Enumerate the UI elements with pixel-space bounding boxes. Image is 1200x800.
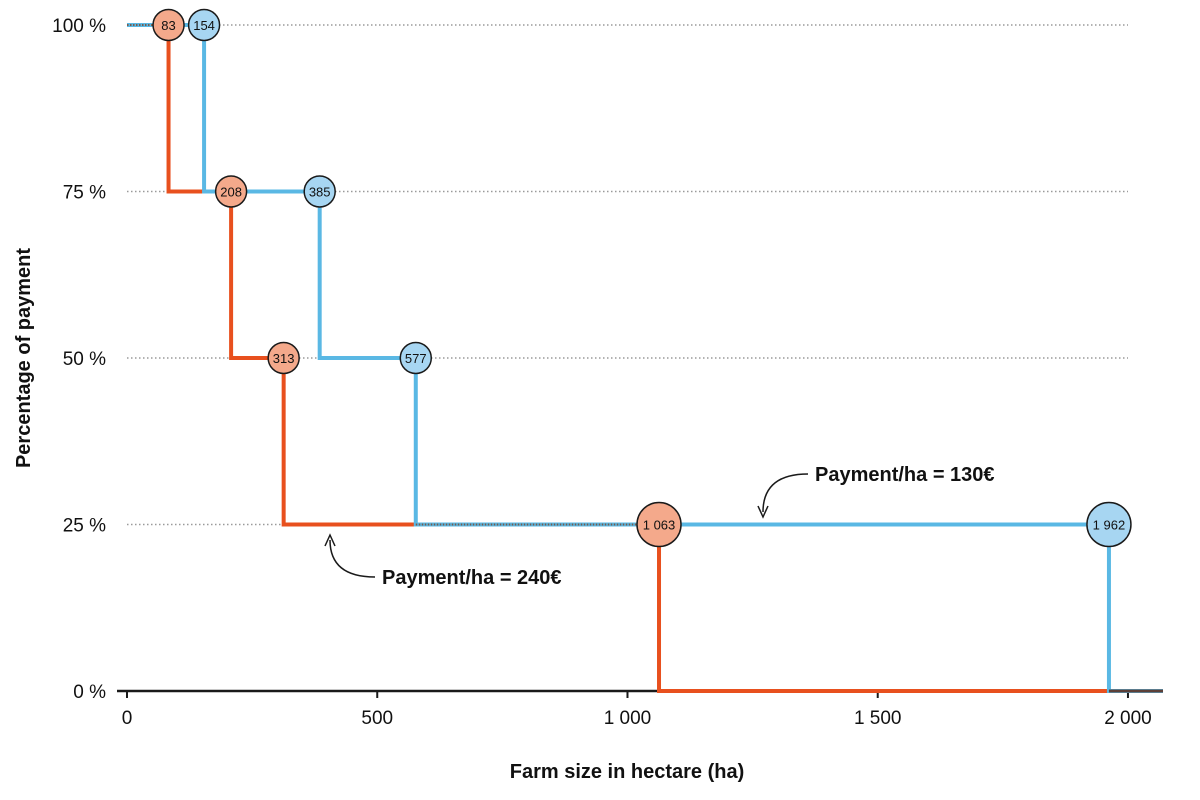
step-marker-label: 83 [161, 18, 175, 33]
x-tick-label: 500 [361, 708, 393, 729]
annotation-label: Payment/ha = 130€ [815, 464, 995, 486]
step-markers: 83 208 313 1 063 154 385 577 1 962 [152, 8, 1132, 548]
step-marker-label: 385 [309, 185, 331, 200]
y-axis: 0 % 25 % 50 % 75 % 100 % [52, 16, 106, 703]
x-tick-label: 2 000 [1104, 708, 1152, 729]
step-marker-label: 1 962 [1093, 518, 1126, 533]
step-marker-label: 208 [220, 185, 242, 200]
x-tick-label: 0 [122, 708, 133, 729]
x-axis-title: Farm size in hectare (ha) [510, 761, 745, 783]
step-marker [303, 175, 336, 208]
x-tick-label: 1 000 [604, 708, 652, 729]
step-marker [267, 341, 300, 375]
x-tick-label: 1 500 [854, 708, 902, 729]
step-marker [636, 501, 682, 548]
series-line-1 [127, 23, 1163, 693]
step-marker [214, 175, 248, 208]
annotation-arrow [329, 539, 376, 578]
y-tick-label: 50 % [63, 349, 106, 370]
y-tick-label: 100 % [52, 16, 106, 37]
step-marker-label: 313 [273, 351, 295, 366]
step-marker [1086, 501, 1132, 548]
annotation-arrow [762, 473, 809, 513]
step-marker-label: 154 [193, 18, 215, 33]
x-axis: 0 500 1 000 1 500 2 000 [117, 689, 1160, 729]
step-marker-label: 1 063 [643, 518, 676, 533]
step-marker-label: 577 [405, 351, 427, 366]
y-tick-label: 75 % [63, 183, 106, 204]
y-tick-label: 0 % [73, 682, 106, 703]
y-tick-label: 25 % [63, 516, 106, 537]
y-axis-title: Percentage of payment [13, 248, 35, 468]
annotation-arrowhead [757, 505, 769, 519]
step-marker [152, 8, 185, 42]
grid-lines [127, 24, 1128, 526]
annotations: Payment/ha = 240€ Payment/ha = 130€ [324, 464, 995, 589]
annotation-arrowhead [324, 533, 336, 547]
series-line-2 [127, 23, 1163, 693]
step-marker [399, 341, 433, 375]
series-lines [127, 23, 1163, 693]
annotation-label: Payment/ha = 240€ [382, 567, 562, 589]
step-marker [187, 8, 221, 42]
